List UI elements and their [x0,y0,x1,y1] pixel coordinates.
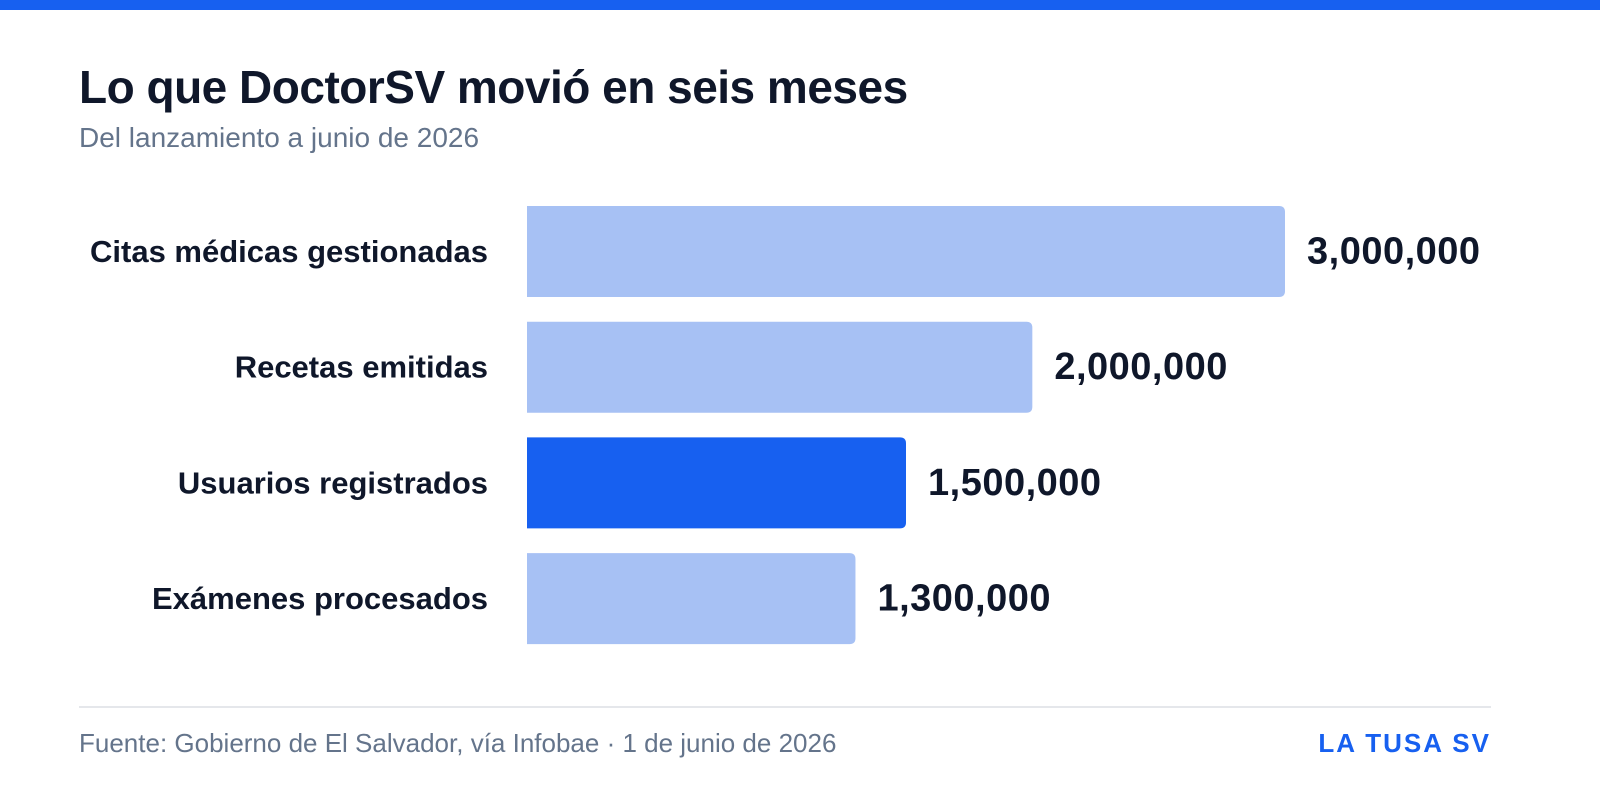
chart-title: Lo que DoctorSV movió en seis meses [79,61,908,113]
brand-logo-text: LA TUSA SV [1318,728,1491,758]
top-accent-bar [0,0,1600,10]
source-note: Fuente: Gobierno de El Salvador, vía Inf… [79,728,837,758]
bar-1 [527,321,1033,413]
bar-0 [527,206,1285,297]
chart-subtitle: Del lanzamiento a junio de 2026 [79,122,480,153]
category-label-2: Usuarios registrados [178,465,488,500]
category-label-0: Citas médicas gestionadas [90,234,488,269]
value-label-1: 2,000,000 [1054,346,1228,388]
footer-divider [79,706,1491,708]
category-label-3: Exámenes procesados [152,581,488,616]
value-label-2: 1,500,000 [928,462,1102,504]
bar-2 [527,437,906,529]
category-label-1: Recetas emitidas [235,350,488,385]
value-label-3: 1,300,000 [877,578,1051,620]
value-label-0: 3,000,000 [1307,231,1481,273]
bar-3 [527,553,856,645]
